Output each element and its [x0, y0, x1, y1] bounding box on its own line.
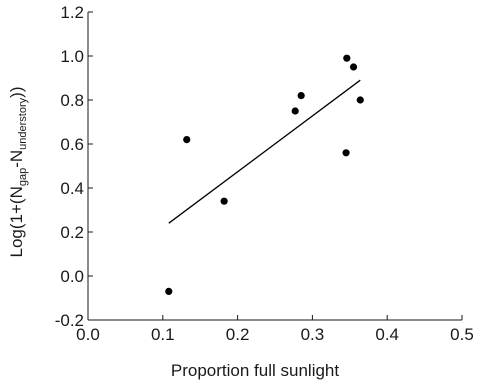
plot-area — [165, 54, 364, 295]
x-axis: 0.0 0.1 0.2 0.3 0.4 0.5 — [76, 315, 474, 344]
x-tick-label: 0.3 — [301, 325, 325, 344]
x-tick-label: 0.1 — [151, 325, 175, 344]
data-point — [183, 136, 191, 144]
x-tick-label: 0.4 — [375, 325, 399, 344]
y-axis-title-sub-understory: understory — [17, 97, 29, 149]
y-axis-title: Log(1+(Ngap-Nunderstory)) — [7, 87, 29, 258]
y-axis: -0.2 0.0 0.2 0.4 0.6 0.8 1.0 1.2 — [55, 3, 93, 330]
y-axis-title-sub-gap: gap — [17, 168, 29, 186]
x-tick-label: 0.2 — [226, 325, 250, 344]
y-axis-title-prefix: Log(1+(N — [7, 186, 26, 257]
data-point — [342, 149, 350, 157]
data-point — [349, 63, 358, 71]
y-tick-label: 0.6 — [60, 135, 84, 154]
data-point — [343, 54, 351, 62]
data-point — [297, 92, 305, 100]
y-tick-label: 1.0 — [60, 47, 84, 66]
y-tick-label: 0.8 — [60, 91, 84, 110]
x-axis-title: Proportion full sunlight — [171, 361, 339, 380]
x-tick-label: 0.5 — [450, 325, 474, 344]
y-tick-label: 0.4 — [60, 179, 84, 198]
y-tick-label: -0.2 — [55, 311, 84, 330]
y-axis-title-suffix: )) — [7, 87, 26, 98]
data-point — [165, 287, 173, 295]
y-tick-label: 0.0 — [60, 267, 84, 286]
trend-line — [168, 79, 361, 224]
y-tick-label: 1.2 — [60, 3, 84, 22]
y-tick-label: 0.2 — [60, 223, 84, 242]
data-point — [220, 197, 228, 205]
data-point — [291, 107, 299, 115]
y-axis-title-mid: -N — [7, 150, 26, 168]
data-point — [356, 96, 364, 104]
x-tick-label: 0.0 — [76, 325, 100, 344]
